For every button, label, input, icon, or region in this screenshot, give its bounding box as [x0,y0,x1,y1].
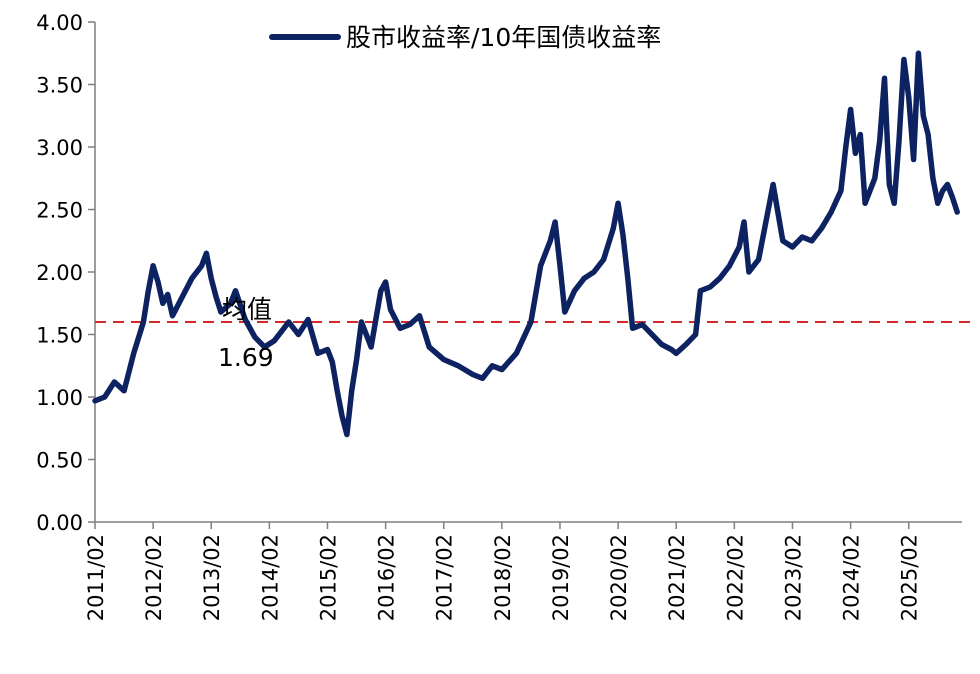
mean-value-label: 1.69 [218,343,274,372]
legend: 股市收益率/10年国债收益率 [269,23,661,52]
x-tick-label: 2017/02 [433,534,457,621]
x-tick-label: 2015/02 [316,534,340,621]
x-tick-label: 2025/02 [898,534,922,621]
x-tick-label: 2020/02 [607,534,631,621]
y-tick-label: 1.50 [36,324,83,348]
y-tick-label: 4.00 [36,11,83,35]
y-tick-label: 2.50 [36,199,83,223]
x-tick-label: 2024/02 [840,534,864,621]
x-tick-label: 2018/02 [491,534,515,621]
x-tick-label: 2021/02 [665,534,689,621]
y-tick-label: 0.50 [36,449,83,473]
mean-annotation: 均值 1.69 [218,295,274,372]
series-group [92,50,960,438]
x-tick-label: 2019/02 [549,534,573,621]
x-tick-label: 2012/02 [142,534,166,621]
y-tick-label: 3.00 [36,136,83,160]
x-axis: 2011/02 2012/02 2013/02 2014/02 2015/02 2016/… [84,521,962,621]
y-tick-label: 1.00 [36,386,83,410]
x-tick-label: 2023/02 [781,534,805,621]
y-tick-label: 3.50 [36,74,83,98]
mean-label: 均值 [222,295,272,324]
legend-label: 股市收益率/10年国债收益率 [346,23,661,52]
x-tick-label: 2016/02 [375,534,399,621]
series-line [92,50,960,438]
x-tick-label: 2011/02 [84,534,108,621]
y-tick-label: 2.00 [36,261,83,285]
x-tick-label: 2022/02 [723,534,747,621]
y-axis: 0.00 0.50 1.00 1.50 2.00 2.50 3.00 3.50 4.00 [36,11,96,535]
x-tick-label: 2013/02 [200,534,224,621]
y-tick-label: 0.00 [36,511,83,535]
x-tick-label: 2014/02 [258,534,282,621]
